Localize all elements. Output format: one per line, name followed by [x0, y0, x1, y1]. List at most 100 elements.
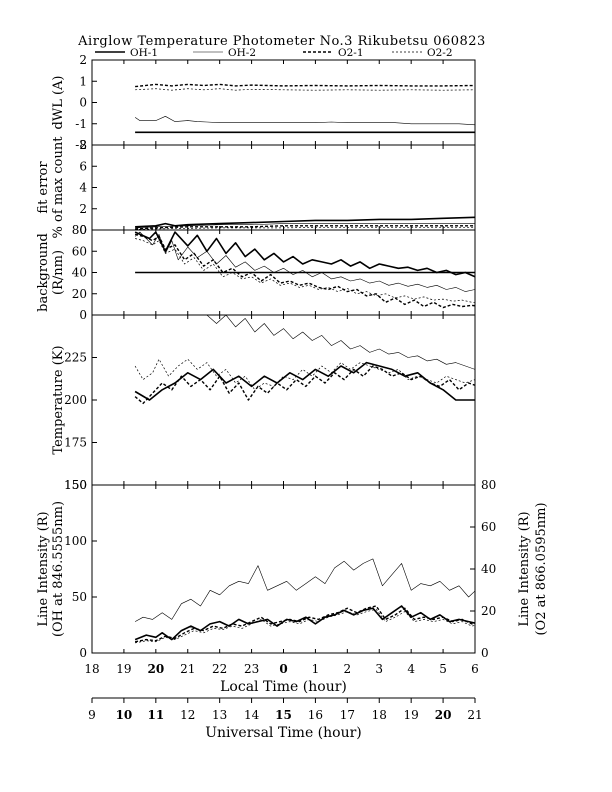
ytick-label: 175	[64, 436, 87, 450]
local-tick-label: 20	[147, 662, 164, 676]
series-background-o2-1	[134, 233, 475, 309]
local-tick-label: 2	[344, 662, 352, 676]
ytick-label: 0	[79, 646, 87, 660]
ut-tick-label: 16	[308, 708, 323, 722]
ytick-label: 100	[64, 534, 87, 548]
local-tick-label: 18	[84, 662, 99, 676]
ut-tick-label: 20	[435, 708, 452, 722]
ytick-label: -2	[75, 138, 87, 152]
series-group-background	[134, 231, 475, 309]
series-intensity-o2-1	[134, 605, 475, 643]
ut-tick-label: 15	[275, 708, 292, 722]
local-tick-label: 0	[279, 662, 287, 676]
local-tick-label: 4	[407, 662, 415, 676]
ytick-label: 6	[79, 159, 87, 173]
panel-frame-intensity	[91, 484, 476, 654]
ylabel-fit: fit error	[36, 161, 51, 214]
series-background-oh-1	[134, 231, 475, 278]
series-fit-o2-1	[135, 225, 475, 230]
ut-tick-label: 21	[467, 708, 482, 722]
legend-label-o2-2: O2-2	[427, 47, 453, 59]
ytick-label: 225	[64, 351, 87, 365]
legend-label-oh-2: OH-2	[228, 47, 256, 59]
local-tick-label: 3	[375, 662, 383, 676]
series-fit-o2-2	[135, 226, 475, 230]
series-fit-oh-1	[135, 216, 475, 228]
series-background-oh-2	[134, 231, 475, 292]
ylabel-dwl: dWL (A)	[51, 76, 66, 130]
local-tick-label: 22	[212, 662, 227, 676]
right-ytick-label: 40	[481, 562, 496, 576]
ut-tick-label: 9	[88, 708, 96, 722]
series-intensity-oh-1	[134, 605, 475, 641]
local-tick-label: 5	[439, 662, 447, 676]
ytick-label: 8	[79, 138, 87, 152]
ytick-label: 4	[79, 181, 87, 195]
ytick-label: 150	[64, 478, 87, 492]
ylabel-intensity: Line Intensity (R)	[36, 511, 51, 626]
series-temperature-o2-1	[134, 365, 475, 405]
ytick-label: 50	[72, 590, 87, 604]
ytick-label: 2	[79, 53, 87, 67]
ytick-label: 1	[79, 74, 87, 88]
panel-temperature: 225 200 175 150 Temperature (K)	[51, 314, 476, 492]
ut-tick-label: 14	[244, 708, 260, 722]
series-fit-oh-2	[135, 223, 475, 229]
panel-fit: 8 6 4 2 0 fit error% of max count	[36, 136, 476, 239]
ytick-label: 40	[72, 266, 87, 280]
panel-frame-fit	[91, 144, 476, 231]
series-temperature-oh-1	[134, 361, 475, 401]
local-tick-label: 23	[244, 662, 259, 676]
local-tick-label: 1	[312, 662, 320, 676]
right-ylabel2: (O2 at 866.0595nm)	[534, 502, 549, 635]
legend: OH-1 OH-2 O2-1 O2-2	[95, 47, 453, 59]
local-tick-label: 21	[180, 662, 195, 676]
series-background-o2-2	[135, 238, 475, 303]
ut-tick-label: 13	[212, 708, 227, 722]
series-dwl-o2-1	[135, 83, 475, 88]
ylabel2-background: (R/nm)	[51, 250, 66, 295]
ytick-label: 0	[79, 223, 87, 237]
right-ytick-label: 0	[481, 646, 489, 660]
ut-tick-label: 17	[340, 708, 355, 722]
ytick-label: 0	[79, 96, 87, 110]
local-tick-label: 19	[116, 662, 131, 676]
ut-tick-label: 19	[404, 708, 419, 722]
ytick-label: -1	[75, 117, 87, 131]
right-ytick-label: 20	[481, 604, 496, 618]
right-ylabel: Line Intensity (R)	[517, 511, 532, 626]
series-intensity-o2-2	[135, 608, 475, 644]
ylabel-temperature: Temperature (K)	[51, 345, 66, 454]
local-tick-label: 6	[471, 662, 479, 676]
right-ytick-label: 60	[481, 520, 496, 534]
ylabel2-intensity: (OH at 846.5555nm)	[51, 501, 66, 637]
ytick-label: 150	[64, 478, 87, 492]
right-ytick-label: 80	[481, 478, 496, 492]
ytick-label: 0	[79, 308, 87, 322]
ylabel2-fit: % of max count	[51, 136, 66, 239]
ut-tick-label: 10	[116, 708, 133, 722]
series-dwl-o2-2	[135, 88, 475, 91]
series-group-fit	[135, 216, 475, 230]
ut-tick-label: 12	[180, 708, 195, 722]
local-time-label: Local Time (hour)	[220, 679, 347, 695]
ytick-label: 60	[72, 244, 87, 258]
series-dwl-oh-2	[134, 116, 475, 126]
series-group-temperature	[134, 315, 475, 405]
ytick-label: 80	[72, 223, 87, 237]
series-temperature-oh-2	[135, 315, 475, 370]
ytick-label: 20	[72, 287, 87, 301]
ytick-label: 2	[79, 202, 87, 216]
ut-time-label: Universal Time (hour)	[205, 725, 362, 741]
panel-dwl: 2 1 0 -1 -2 dWL (A)	[51, 53, 476, 152]
chart-title: Airglow Temperature Photometer No.3 Riku…	[77, 34, 486, 49]
ytick-label: 200	[64, 393, 87, 407]
ut-tick-label: 11	[147, 708, 164, 722]
ylabel-background: background	[36, 233, 51, 312]
series-group-dwl	[134, 83, 475, 134]
ut-tick-label: 18	[372, 708, 387, 722]
